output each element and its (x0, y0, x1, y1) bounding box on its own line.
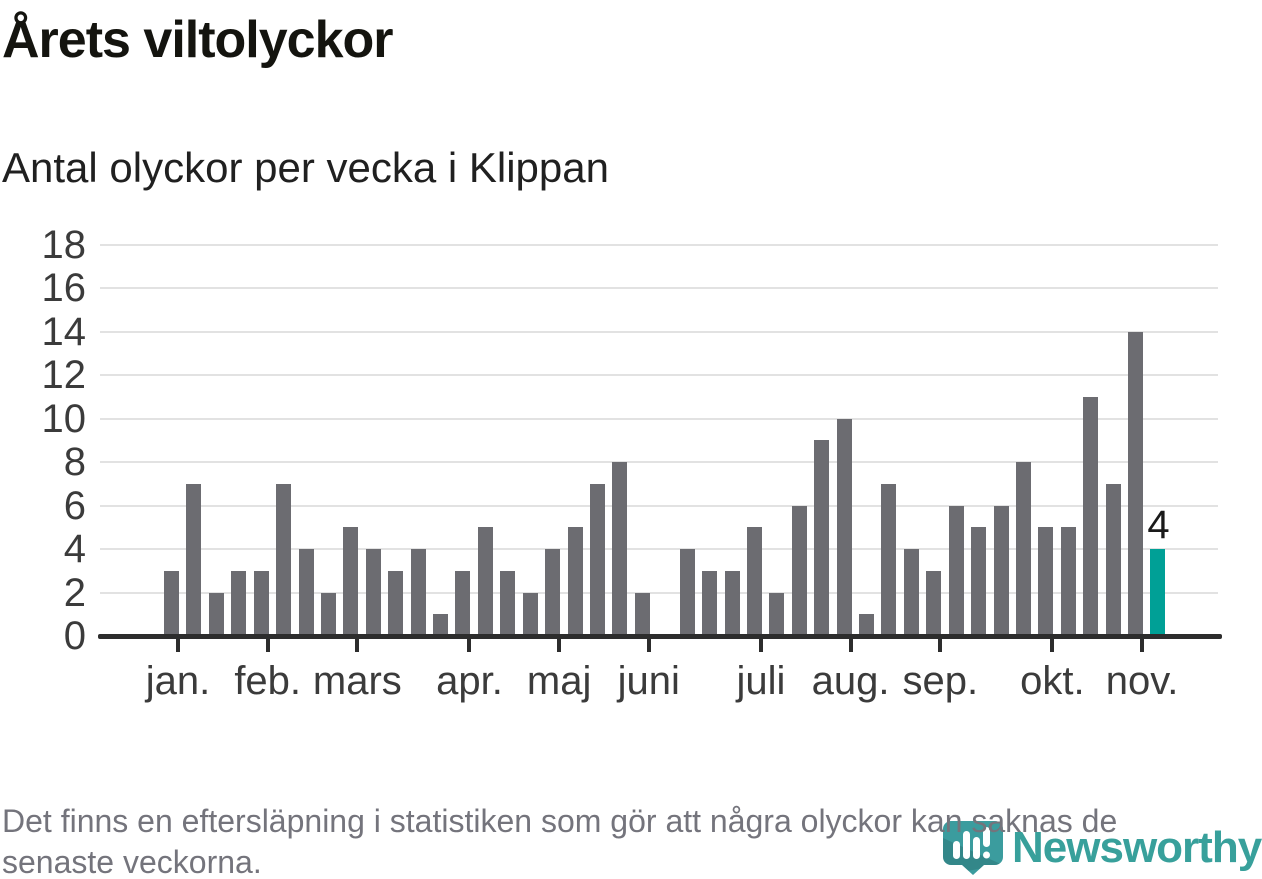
bar (276, 483, 292, 636)
footer-note: Det finns en eftersläpning i statistiken… (2, 801, 1117, 879)
bar (903, 549, 919, 636)
bar (298, 549, 314, 636)
page-title: Årets viltolyckor (2, 11, 393, 69)
bar (164, 570, 179, 636)
y-axis-tick-label: 18 (41, 222, 87, 267)
bar (769, 592, 785, 636)
y-axis-tick-label: 16 (41, 266, 87, 310)
bar (1038, 527, 1054, 636)
bar (679, 549, 695, 636)
footer-note-line1: Det finns en eftersläpning i statistiken… (2, 803, 1118, 839)
x-axis-tick (355, 639, 360, 652)
x-axis-tick (938, 639, 943, 652)
bar (948, 505, 964, 636)
bar (724, 570, 740, 636)
x-axis-tick (758, 639, 763, 652)
bar (702, 570, 718, 636)
bar (343, 527, 359, 636)
x-axis-month-label: nov. (1105, 659, 1179, 703)
bar (522, 592, 538, 636)
x-axis-month-label: jan. (145, 659, 211, 703)
bar (612, 462, 628, 636)
y-axis-tick-label: 6 (63, 483, 86, 528)
x-axis-tick (646, 639, 651, 652)
bar-current-week (1150, 549, 1166, 636)
bar (634, 592, 650, 636)
gridline (100, 417, 1218, 420)
bar (500, 570, 516, 636)
x-axis-month-label: maj (526, 659, 592, 703)
x-axis-tick (848, 639, 853, 652)
bar (791, 505, 807, 636)
bar (433, 614, 449, 636)
bar (859, 614, 875, 636)
bar (477, 527, 493, 636)
bar (365, 549, 381, 636)
gridline (100, 243, 1218, 246)
y-axis-tick-label: 10 (41, 396, 87, 441)
bar (881, 483, 897, 636)
gridline (100, 374, 1218, 376)
bar (567, 527, 583, 636)
bar (410, 549, 426, 636)
y-axis-tick-label: 2 (63, 570, 86, 615)
x-axis-month-label: feb. (234, 659, 302, 703)
x-axis-month-label: juni (617, 659, 680, 703)
last-value-label: 4 (1147, 503, 1170, 547)
bar (746, 527, 762, 636)
bar (926, 570, 942, 636)
bar (1060, 527, 1076, 636)
bar (1015, 462, 1031, 636)
x-axis-tick (1050, 639, 1055, 652)
newsworthy-chart-bubble-icon (943, 821, 1003, 875)
bar (1083, 396, 1099, 636)
bar (320, 592, 336, 636)
x-axis-month-label: juli (736, 659, 786, 703)
bar (836, 418, 852, 636)
bar (208, 592, 224, 636)
x-axis-month-label: mars (312, 659, 402, 703)
y-axis-tick-label: 0 (63, 614, 86, 658)
x-axis-month-label: sep. (902, 659, 979, 703)
newsworthy-logo: Newsworthy (942, 820, 1262, 875)
x-axis-tick (176, 639, 180, 652)
x-axis-tick (265, 639, 270, 652)
bar (993, 505, 1009, 636)
y-axis-tick-label: 8 (63, 440, 86, 484)
x-axis-line (98, 634, 1222, 639)
gridline (100, 504, 1218, 507)
newsworthy-logo-text: Newsworthy (1012, 823, 1262, 872)
x-axis-month-label: aug. (811, 659, 890, 703)
gridline (100, 548, 1218, 550)
y-axis-tick-label: 14 (41, 309, 87, 354)
bar (455, 570, 471, 636)
x-axis-month-label: okt. (1020, 659, 1085, 703)
gridline (100, 330, 1218, 333)
bar (388, 570, 404, 636)
y-axis-tick-label: 12 (41, 353, 87, 397)
footer-note-line2: senaste veckorna. (2, 844, 262, 879)
bar (253, 570, 269, 636)
x-axis-tick (1140, 639, 1145, 652)
gridline (100, 591, 1218, 594)
chart-subtitle: Antal olyckor per vecka i Klippan (2, 144, 609, 191)
bar (1105, 483, 1121, 636)
bar (589, 483, 605, 636)
bar (971, 527, 987, 636)
gridline (100, 287, 1218, 289)
x-axis-tick (557, 639, 562, 652)
x-axis-tick (467, 639, 472, 652)
y-axis-tick-label: 4 (63, 527, 86, 571)
bar (814, 440, 830, 636)
x-axis-month-label: apr. (436, 659, 503, 703)
gridline (100, 461, 1218, 463)
bar (1128, 331, 1144, 636)
bar (545, 549, 561, 636)
bar (186, 483, 202, 636)
bar (231, 570, 247, 636)
